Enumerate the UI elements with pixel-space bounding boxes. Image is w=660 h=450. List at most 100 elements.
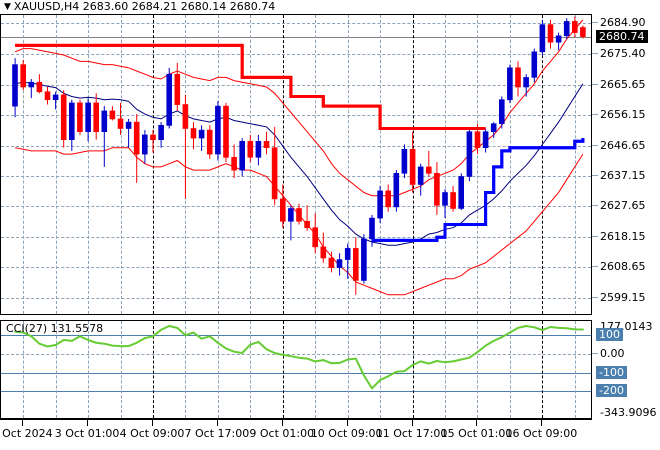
candle-body [425, 166, 432, 174]
candle-body [69, 102, 75, 141]
candle-body [547, 24, 554, 43]
candle-body [93, 102, 99, 133]
price-chart-panel[interactable] [0, 14, 592, 315]
supertrend-resistance-top [15, 43, 486, 130]
candle-body [401, 149, 408, 174]
price-tick-mark [592, 235, 598, 237]
price-tick-label: 2627.65 [600, 199, 646, 213]
time-tick-mark [346, 420, 348, 426]
time-tick-mark [216, 420, 218, 426]
cci-indicator-panel[interactable]: CCI(27) 131.5578 [0, 320, 592, 419]
candle-body [101, 110, 108, 133]
candle-body [498, 99, 505, 124]
candle-body [12, 64, 18, 107]
price-tick-mark [592, 296, 598, 298]
price-tick-mark [592, 266, 598, 268]
day-separator-line [152, 321, 154, 418]
current-price-line [1, 36, 591, 38]
middle-band [15, 81, 584, 246]
candle-body [28, 81, 35, 88]
time-tick-mark [151, 420, 153, 426]
time-gridline [185, 15, 187, 314]
price-gridline [1, 145, 591, 147]
candle-body [344, 248, 351, 260]
day-separator-line [282, 15, 284, 314]
candle-body [555, 35, 562, 43]
time-gridline [509, 321, 511, 418]
cci-axis[interactable]: 177.0143 -343.9096 0.00 100 -100 -200 [592, 320, 660, 419]
candle-body [369, 217, 375, 240]
candle-body [507, 67, 513, 101]
cci-level-line [1, 372, 591, 374]
candle-body [142, 134, 148, 155]
price-gridline [1, 84, 591, 86]
candle-body [198, 129, 205, 139]
symbol-quote-text: XAUUSD,H4 2683.60 2684.21 2680.14 2680.7… [13, 0, 276, 13]
candle-body [531, 51, 538, 78]
price-gridline [1, 115, 591, 117]
time-gridline [574, 15, 576, 314]
day-separator-line [542, 321, 544, 418]
price-gridline [1, 236, 591, 238]
time-tick-label: 15 Oct 01:00 [440, 427, 513, 440]
candle-body [255, 141, 262, 158]
candle-body [239, 141, 245, 171]
price-gridline [1, 53, 591, 55]
price-axis[interactable]: 2684.90 2675.40 2665.65 2656.15 2646.65 2637.… [592, 14, 660, 315]
cci-zero-label: 0.00 [600, 346, 625, 360]
candle-body [352, 248, 359, 281]
candle-body [434, 173, 440, 206]
price-tick-mark [592, 52, 598, 54]
candle-body [409, 149, 416, 185]
time-tick-label: 16 Oct 09:00 [505, 427, 578, 440]
time-gridline [88, 321, 90, 418]
price-gridline [1, 206, 591, 208]
cci-top-label: 177.0143 [600, 320, 653, 333]
time-tick-label: 11 Oct 17:00 [375, 427, 448, 440]
collapse-triangle-icon[interactable]: ▼ [4, 2, 11, 12]
price-tick-label: 2599.15 [600, 290, 646, 304]
time-gridline [23, 321, 25, 418]
candle-body [523, 77, 529, 88]
candle-body [60, 94, 67, 141]
time-tick-mark [281, 420, 283, 426]
price-series-layer [12, 16, 586, 296]
cci-level-tag: -200 [596, 384, 627, 398]
candle-body [279, 198, 286, 222]
price-tick-mark [592, 114, 598, 116]
time-gridline [380, 15, 382, 314]
candle-body [417, 166, 424, 185]
cci-line [14, 325, 584, 390]
price-tick-mark [592, 83, 598, 85]
time-gridline [120, 15, 122, 314]
candle-body [328, 257, 335, 268]
candle-body [458, 176, 465, 209]
time-gridline [217, 321, 219, 418]
price-tick-label: 2608.65 [600, 260, 646, 274]
candle-body [296, 208, 302, 222]
candle-body [166, 73, 172, 126]
candle-body [77, 102, 83, 133]
price-tick-mark [592, 144, 598, 146]
candle-body [190, 128, 197, 139]
candle-body [85, 102, 91, 133]
candle-body [539, 24, 546, 53]
day-separator-line [542, 15, 544, 314]
candle-body [52, 94, 59, 101]
candle-body [361, 238, 367, 281]
price-tick-mark [592, 22, 598, 24]
time-gridline [315, 15, 317, 314]
time-gridline [250, 15, 252, 314]
time-gridline [315, 321, 317, 418]
time-gridline [88, 15, 90, 314]
candle-body [304, 221, 310, 229]
time-gridline [250, 321, 252, 418]
time-gridline [445, 15, 447, 314]
candle-body [336, 259, 343, 268]
chart-header: ▼ XAUUSD,H4 2683.60 2684.21 2680.14 2680.… [4, 0, 280, 14]
candle-body [490, 123, 497, 132]
time-gridline [347, 321, 349, 418]
candle-body [385, 190, 392, 208]
time-gridline [120, 321, 122, 418]
